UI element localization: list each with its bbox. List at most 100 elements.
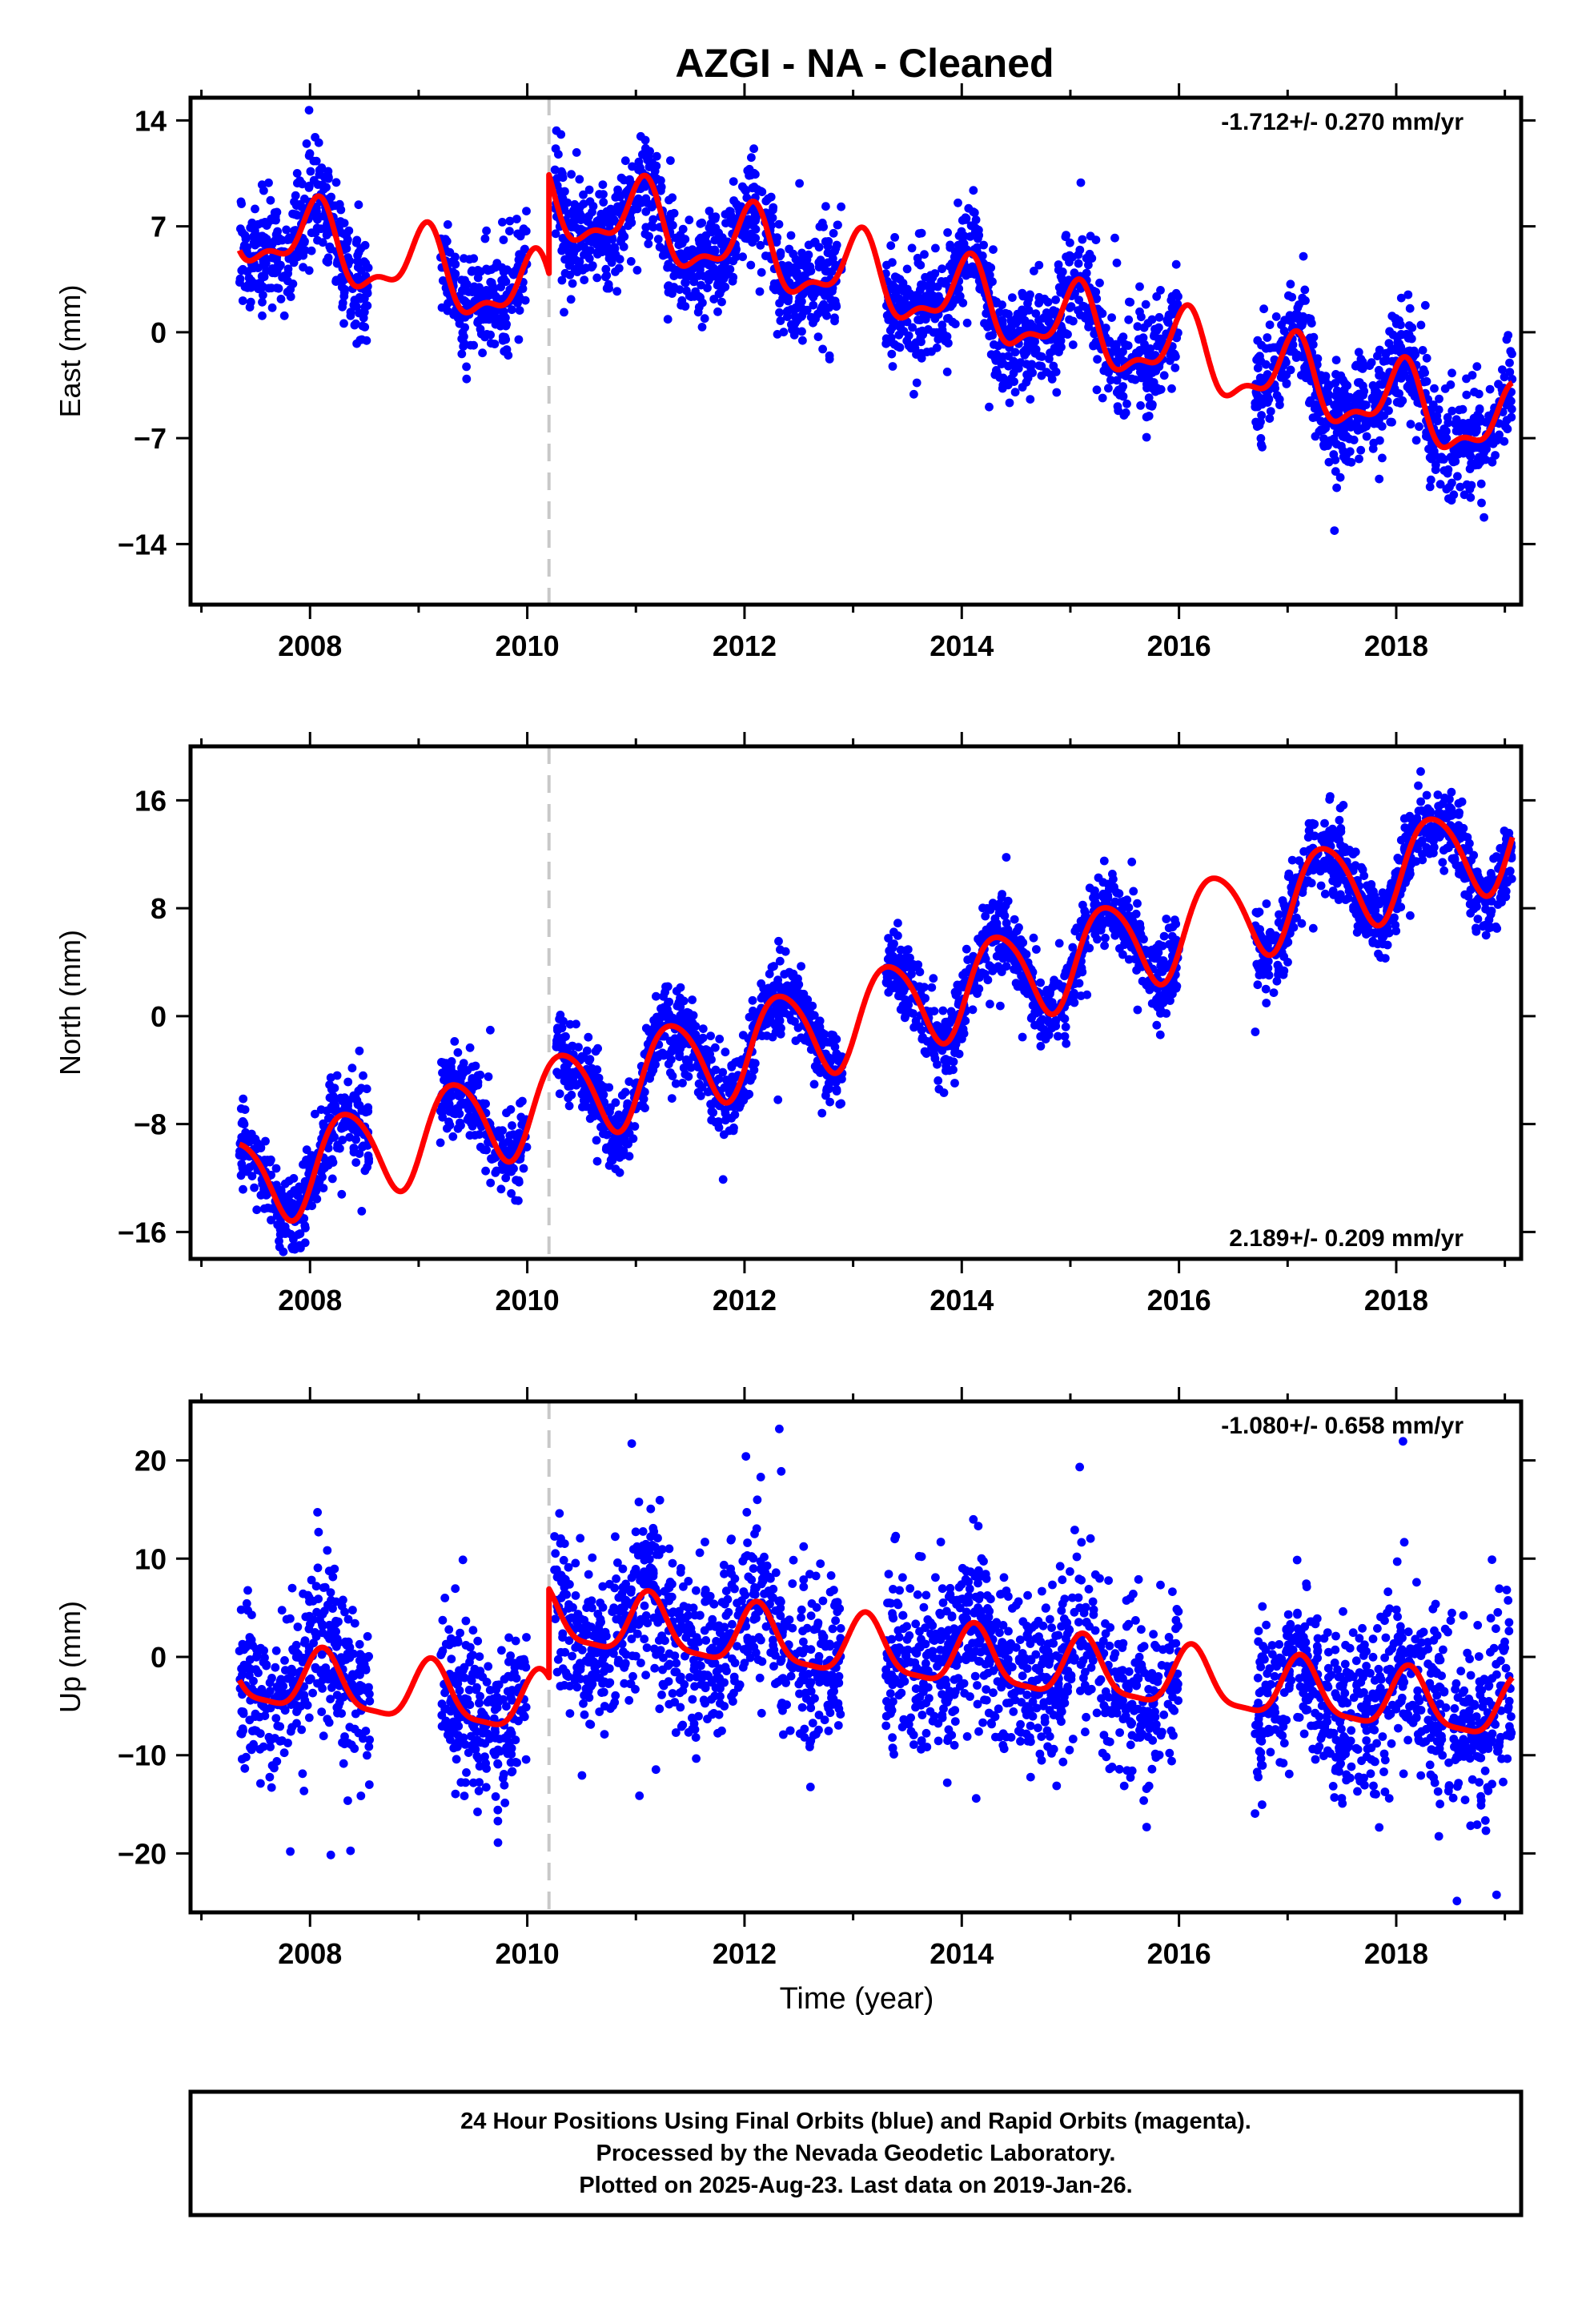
data-point: [1386, 417, 1395, 427]
data-point: [1505, 358, 1514, 368]
data-point: [944, 339, 953, 348]
data-point: [1082, 990, 1092, 999]
data-point: [930, 314, 940, 324]
data-point: [889, 281, 898, 291]
data-point: [742, 193, 752, 203]
data-point: [815, 1016, 825, 1026]
data-point: [357, 1207, 367, 1216]
data-point: [821, 202, 830, 211]
data-point: [774, 1015, 784, 1023]
data-point: [592, 1065, 602, 1075]
data-point: [1385, 327, 1394, 336]
data-point: [669, 271, 679, 280]
data-point: [279, 311, 289, 320]
data-point: [1342, 450, 1351, 460]
data-point: [263, 1190, 271, 1199]
data-point: [481, 1099, 490, 1108]
data-point: [491, 263, 500, 272]
data-point: [696, 265, 705, 275]
data-point: [1092, 385, 1102, 395]
data-point: [588, 233, 598, 243]
data-point: [1002, 853, 1011, 862]
data-point: [681, 302, 690, 311]
data-point: [703, 283, 712, 292]
data-point: [252, 1205, 262, 1215]
data-point: [328, 1105, 338, 1114]
data-point: [448, 1132, 458, 1141]
data-point: [1066, 302, 1076, 312]
data-point: [652, 161, 661, 171]
data-point: [1030, 267, 1038, 275]
data-point: [1114, 406, 1123, 416]
data-point: [1403, 290, 1413, 300]
data-point: [343, 235, 352, 244]
data-point: [237, 1160, 247, 1168]
data-point: [519, 1164, 528, 1173]
data-point: [1021, 318, 1030, 328]
data-point: [279, 1247, 288, 1256]
data-point: [1435, 480, 1445, 489]
data-point: [1009, 356, 1018, 366]
data-point: [1068, 943, 1078, 952]
data-point: [749, 144, 758, 154]
data-point: [707, 268, 717, 277]
data-point: [833, 1051, 842, 1059]
data-point: [620, 1088, 630, 1097]
data-point: [1112, 258, 1122, 267]
data-point: [1090, 329, 1099, 339]
data-point: [608, 1143, 617, 1152]
data-point: [522, 207, 531, 215]
data-point: [773, 1023, 783, 1033]
data-point: [893, 342, 902, 351]
data-point: [1331, 370, 1340, 379]
data-point: [1061, 1022, 1070, 1031]
data-point: [556, 130, 566, 139]
data-point: [832, 240, 841, 250]
data-point: [745, 169, 754, 179]
data-point: [894, 330, 904, 340]
scatter-series-final-orbits: [235, 106, 1517, 535]
data-point: [632, 266, 642, 275]
data-point: [258, 311, 267, 320]
data-point: [239, 1094, 248, 1104]
data-point: [1154, 312, 1164, 322]
data-point: [721, 282, 730, 292]
data-point: [804, 240, 813, 250]
data-point: [599, 190, 608, 199]
data-point: [293, 252, 303, 262]
data-point: [727, 1061, 737, 1070]
data-point: [550, 165, 560, 175]
data-point: [340, 1118, 349, 1128]
data-point: [934, 1084, 944, 1094]
data-point: [772, 238, 781, 247]
data-point: [821, 1091, 830, 1100]
data-point: [1367, 358, 1376, 368]
data-point: [686, 292, 696, 301]
data-point: [783, 981, 792, 991]
data-point: [266, 195, 275, 205]
data-point: [482, 226, 491, 235]
data-point: [507, 1188, 516, 1198]
data-point: [1093, 935, 1102, 944]
data-point: [907, 243, 917, 253]
data-point: [1253, 392, 1263, 401]
data-point: [1112, 887, 1121, 897]
data-point: [669, 208, 679, 218]
data-point: [1310, 404, 1319, 413]
data-point: [479, 307, 488, 316]
data-point: [608, 1152, 617, 1161]
data-point: [708, 212, 717, 222]
data-point: [785, 967, 794, 977]
data-point: [1405, 304, 1415, 313]
data-point: [893, 303, 903, 312]
data-point: [302, 139, 311, 148]
data-point: [1101, 324, 1110, 332]
data-point: [462, 374, 472, 384]
data-point: [1066, 238, 1074, 247]
data-point: [311, 1109, 319, 1119]
data-point: [1331, 356, 1341, 364]
data-point: [1462, 374, 1471, 384]
data-point: [1476, 479, 1486, 489]
data-point: [1133, 899, 1142, 908]
data-point: [721, 1105, 730, 1115]
